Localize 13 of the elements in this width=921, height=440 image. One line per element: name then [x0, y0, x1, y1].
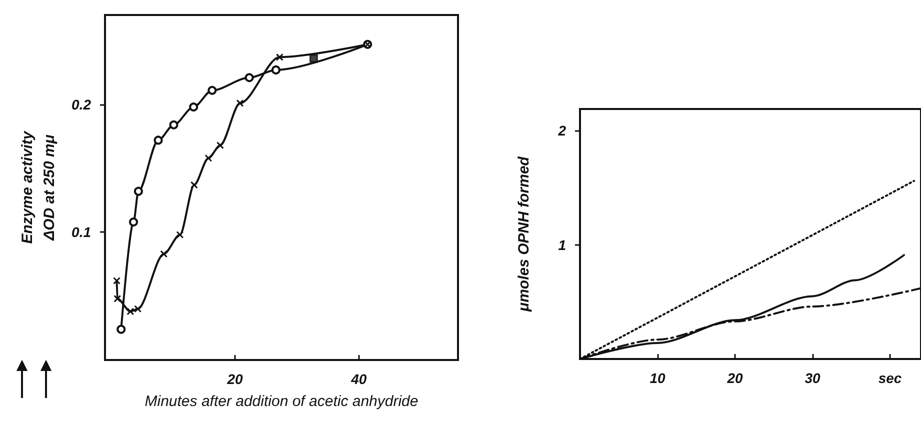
y-axis-title: μmoles OPNH formed: [516, 156, 532, 312]
x-tick-label: 10: [650, 370, 666, 386]
x-tick-label: 20: [726, 370, 743, 386]
y-tick-label: 0.2: [72, 96, 92, 112]
y-tick-label: 2: [557, 122, 566, 139]
x-tick-label: sec: [878, 370, 902, 386]
y-tick-label: 0.1: [72, 224, 92, 240]
y-axis-title: Enzyme activity ΔOD at 250 mμ: [19, 130, 58, 244]
x-tick-label: 30: [804, 370, 820, 386]
x-tick-label: 40: [350, 371, 367, 387]
x-axis-title: Minutes after addition of acetic anhydride: [144, 393, 418, 410]
x-tick-label: 20: [226, 371, 244, 387]
y-tick-label: 1: [558, 236, 566, 253]
